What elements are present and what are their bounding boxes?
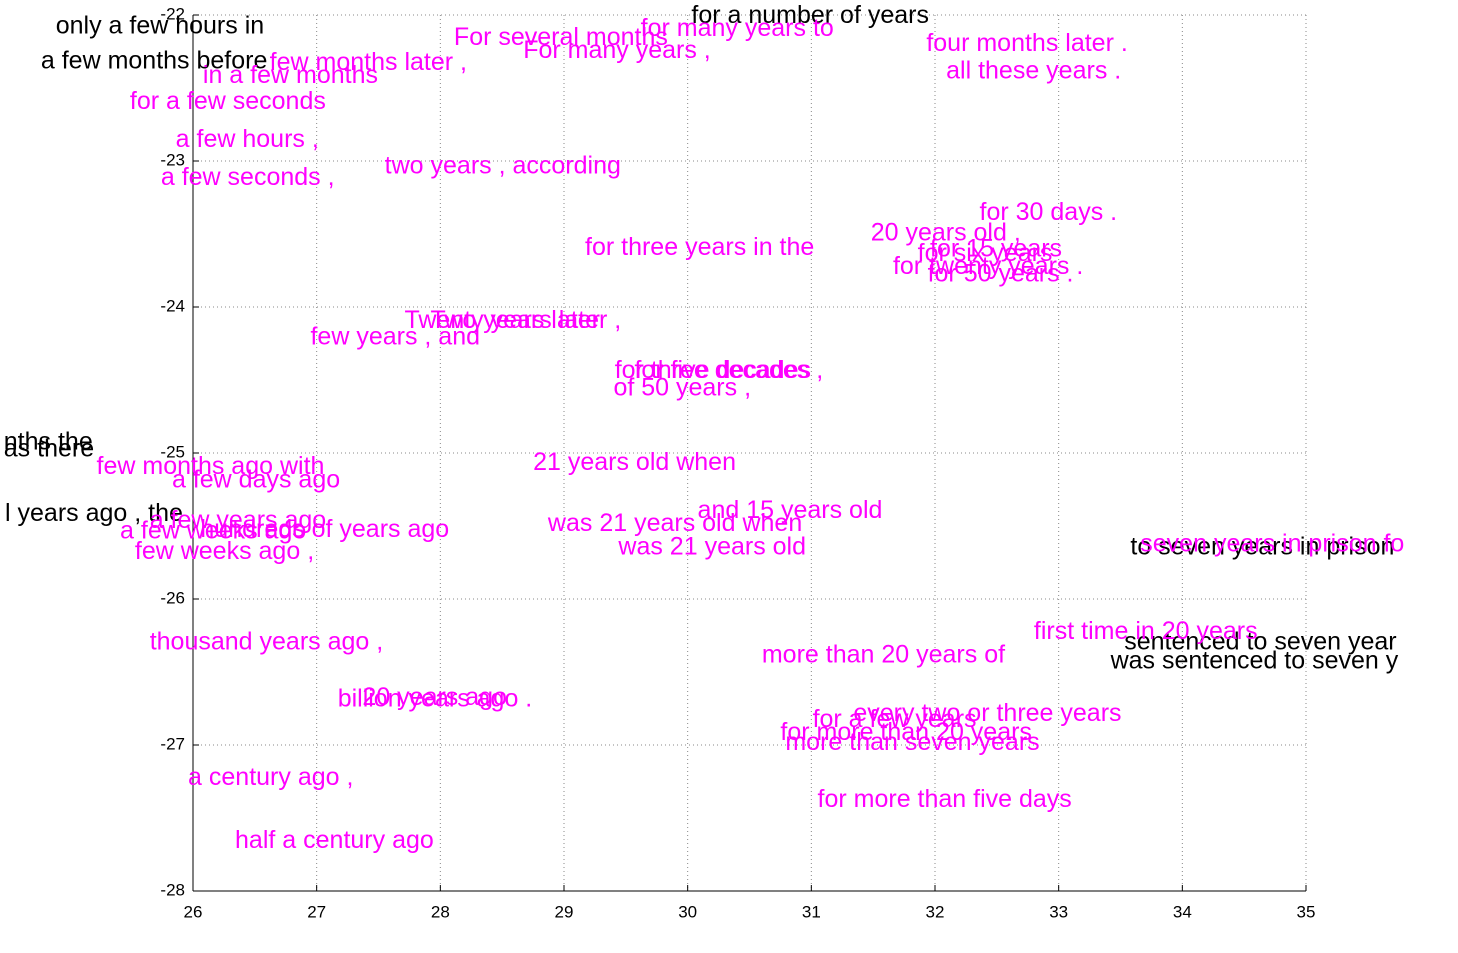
point-label: l years ago , the [5, 499, 183, 527]
point-label: few months later , [270, 48, 467, 76]
point-label: seven years in prison fo [1140, 530, 1404, 558]
point-label: half a century ago [235, 826, 434, 854]
point-label: for twenty years . [893, 252, 1083, 280]
x-tick-label: 29 [555, 902, 574, 921]
point-label: a few days ago [172, 465, 340, 493]
point-label: a few weeks ago [120, 516, 306, 544]
point-label: as there [4, 435, 94, 463]
point-label: few weeks ago , [135, 537, 314, 565]
point-label: a few hours , [176, 125, 319, 153]
y-tick-label: -27 [160, 734, 185, 753]
point-label: for 50 years . [928, 259, 1074, 287]
x-tick-label: 34 [1173, 902, 1192, 921]
point-label: was 21 years old [617, 533, 806, 561]
point-label: Twenty years later , [404, 306, 621, 334]
x-tick-label: 31 [802, 902, 821, 921]
point-label: in a few months [203, 61, 378, 89]
point-label: For several months [454, 23, 668, 51]
point-label: 21 years old when [533, 448, 736, 476]
point-label: for a few seconds [130, 87, 326, 115]
point-label: every two or three years [853, 699, 1121, 727]
point-label: 20 years old , [871, 219, 1021, 247]
point-label: a few months before [41, 46, 268, 74]
point-label: first time in 20 years [1034, 617, 1258, 645]
point-label: hundreds of years ago [200, 515, 449, 543]
point-label: four months later . [926, 29, 1127, 57]
point-label: of 50 years , [613, 373, 751, 401]
x-tick-label: 30 [678, 902, 697, 921]
point-label: to seven years in prison [1130, 533, 1394, 561]
point-label: more than 20 years of [762, 641, 1005, 669]
point-label: Two years later [430, 306, 600, 334]
x-tick-label: 26 [184, 902, 203, 921]
y-tick-label: -24 [160, 296, 185, 315]
y-tick-label: -26 [160, 588, 185, 607]
point-label: for six years [918, 239, 1053, 267]
y-tick-label: -23 [160, 150, 185, 169]
point-label: was sentenced to seven y [1110, 646, 1399, 674]
y-tick-label: -22 [160, 4, 185, 23]
point-label: only a few hours in [56, 11, 264, 39]
point-label: for 30 days . [980, 198, 1118, 226]
point-label: nths the [4, 427, 93, 455]
point-label: thousand years ago , [150, 627, 384, 655]
point-label: few months ago with [97, 452, 325, 480]
point-label: for a few years [813, 705, 977, 733]
point-label: two years , according [385, 151, 621, 179]
x-tick-label: 33 [1049, 902, 1068, 921]
point-label: billion years ago . [338, 684, 533, 712]
point-label: was 21 years old when [547, 509, 802, 537]
point-label: For many years , [523, 36, 711, 64]
x-tick-label: 35 [1297, 902, 1316, 921]
point-label: a few seconds , [161, 163, 335, 191]
point-label: for 15 years [930, 235, 1062, 263]
point-label: few years , and [310, 322, 480, 350]
point-label: for three decades , [615, 356, 823, 384]
point-label: for a number of years [691, 1, 929, 29]
y-tick-label: -25 [160, 442, 185, 461]
point-label: sentenced to seven year [1124, 627, 1396, 655]
x-tick-label: 27 [307, 902, 326, 921]
point-label: and 15 years old [698, 496, 883, 524]
point-label: a few years ago [150, 506, 327, 534]
y-tick-label: -28 [160, 880, 185, 899]
point-label: for more than five days [818, 785, 1072, 813]
point-label: for more than 20 years [780, 718, 1032, 746]
point-label: 20 years ago [362, 683, 507, 711]
point-label: for five decades [634, 356, 811, 384]
point-label: for many years to [641, 14, 834, 42]
point-label: for three years in the [585, 233, 814, 261]
point-label: a century ago , [188, 763, 353, 791]
x-tick-label: 32 [926, 902, 945, 921]
point-label: all these years . [946, 57, 1121, 85]
x-tick-label: 28 [431, 902, 450, 921]
point-label: more than seven years [785, 728, 1039, 756]
